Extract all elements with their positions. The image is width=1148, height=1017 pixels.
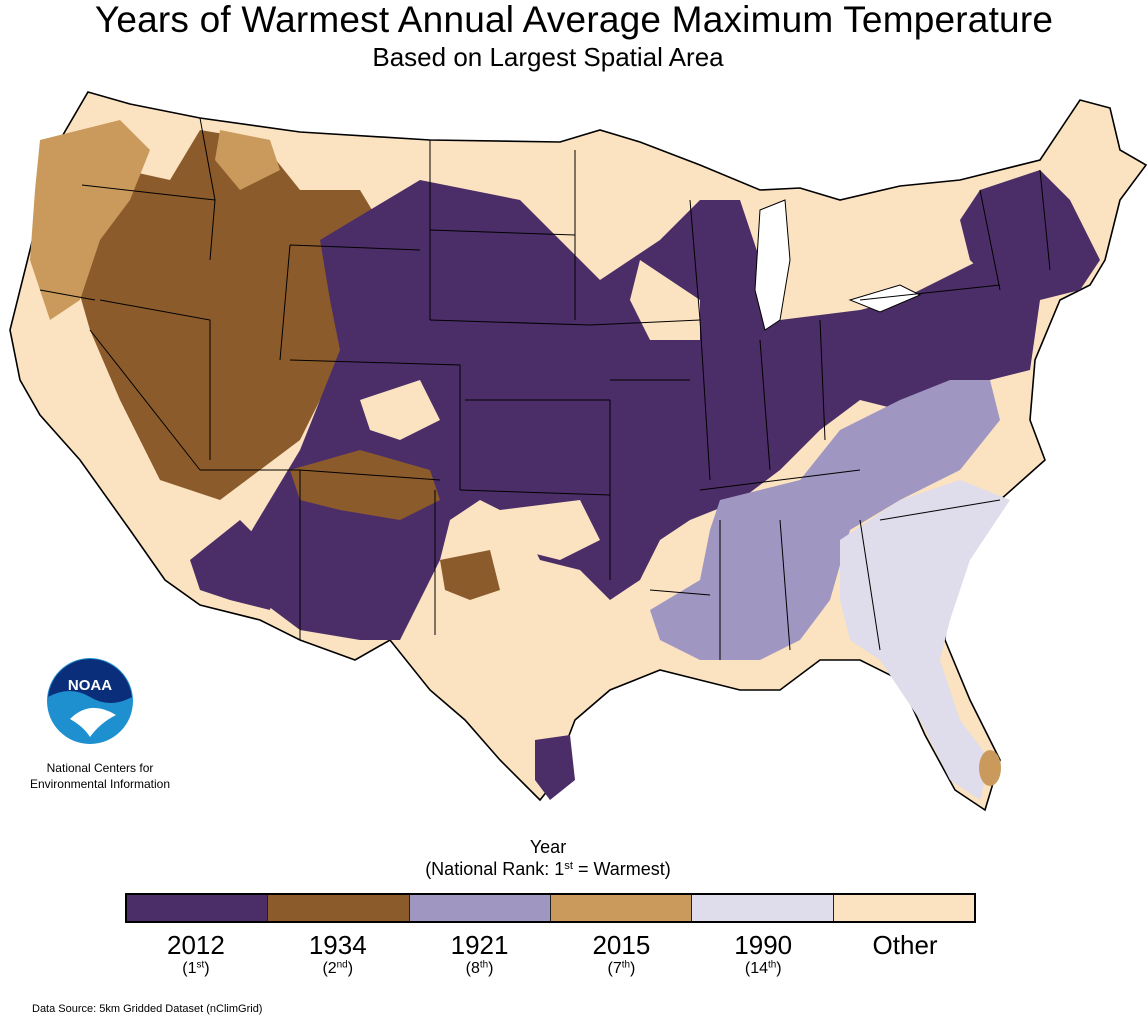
legend-label-2012: 2012 (1st) <box>166 930 225 977</box>
region-2012-south-texas <box>535 735 575 800</box>
svg-text:NOAA: NOAA <box>68 677 112 694</box>
region-1934-texas-panhandle <box>440 550 500 600</box>
legend-heading: Year <box>529 837 567 857</box>
legend-label-1934: 1934 (2nd) <box>308 930 367 977</box>
region-2015-florida <box>979 750 1001 786</box>
us-map <box>9 91 1148 812</box>
region-1934-west <box>70 130 390 500</box>
region-1921-southeast <box>650 380 1000 660</box>
region-other-dakotas <box>530 160 640 270</box>
map-subtitle: Based on Largest Spatial Area <box>372 42 724 72</box>
noaa-logo: NOAA <box>47 658 133 744</box>
legend-color-bar <box>125 893 976 923</box>
region-2015-idaho <box>215 130 280 190</box>
region-other-upper-midwest <box>630 260 700 340</box>
lake-erie <box>848 284 922 313</box>
region-1990-southeast-coast <box>840 480 1010 800</box>
legend-swatch-1934 <box>268 895 410 921</box>
region-2012-central <box>240 180 1040 640</box>
map-title: Years of Warmest Annual Average Maximum … <box>94 0 1054 40</box>
legend-labels: 2012 (1st) 1934 (2nd) 1921 (8th) 2015 (7… <box>125 930 976 978</box>
data-source-note: Data Source: 5km Gridded Dataset (nClimG… <box>32 1003 263 1015</box>
legend-swatch-1921 <box>409 895 551 921</box>
legend-label-1990: 1990 (14th) <box>734 930 793 977</box>
region-2012-southwest <box>190 520 280 610</box>
legend-label-2015: 2015 (7th) <box>592 930 651 977</box>
org-line-2: Environmental Information <box>29 777 171 791</box>
legend-swatch-2015 <box>550 895 693 921</box>
org-line-1: National Centers for <box>46 761 154 775</box>
legend-swatch-2012 <box>127 895 269 921</box>
legend-swatch-other <box>833 895 974 921</box>
state-boundaries <box>39 117 1051 660</box>
legend-label-1921: 1921 (8th) <box>450 930 509 977</box>
legend-title: Year (National Rank: 1st = Warmest) <box>380 836 716 880</box>
legend-note: (National Rank: 1st = Warmest) <box>425 859 671 879</box>
lake-michigan <box>754 199 791 331</box>
region-other-oklahoma <box>500 500 600 560</box>
legend-label-other: Other <box>872 930 938 960</box>
legend-swatch-1990 <box>692 895 834 921</box>
region-2015-nw <box>30 120 150 320</box>
region-other-colorado <box>360 380 440 440</box>
org-name: National Centers for Environmental Infor… <box>20 760 180 792</box>
region-1934-four-corners <box>290 450 440 520</box>
